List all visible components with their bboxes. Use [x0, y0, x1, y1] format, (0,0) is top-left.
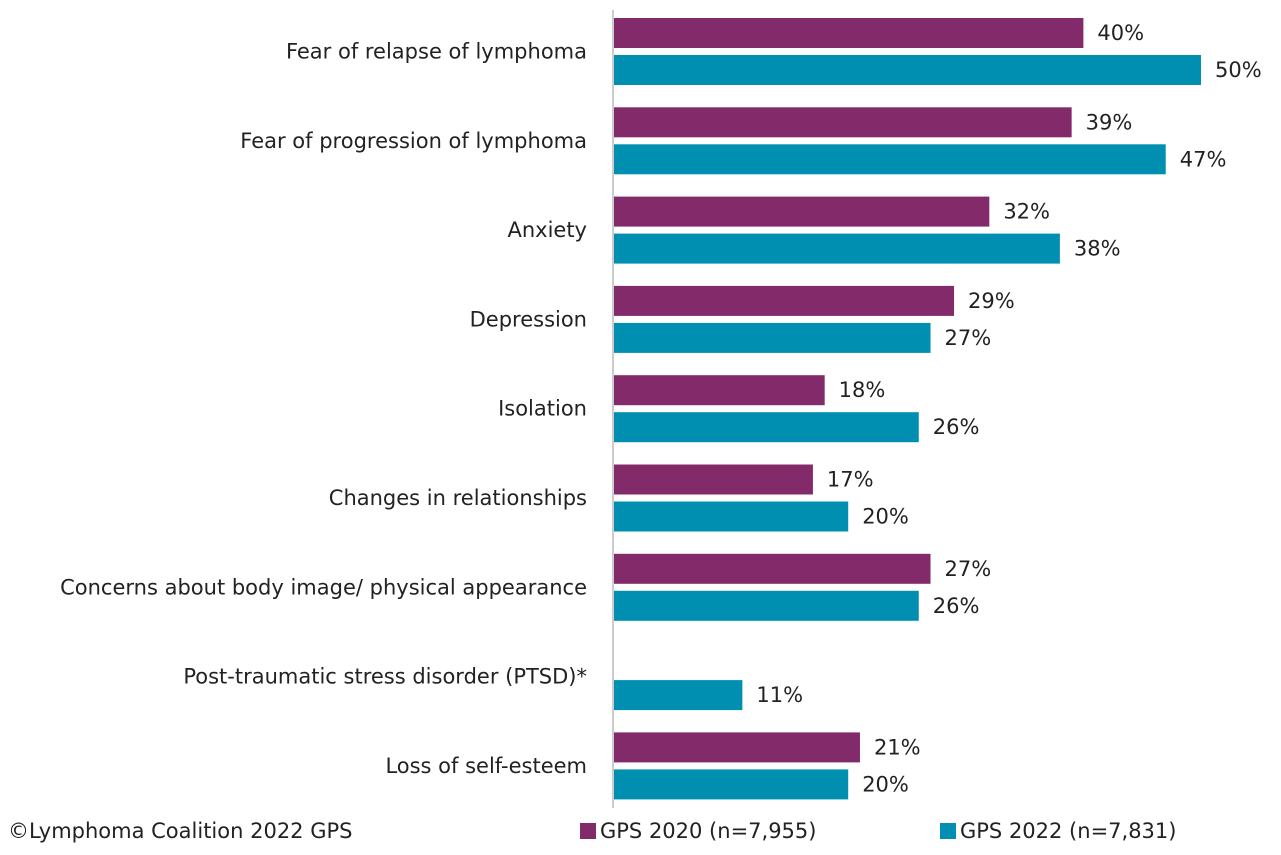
data-label: 17%: [827, 468, 874, 492]
bar: [613, 196, 990, 227]
data-label: 27%: [945, 326, 992, 350]
bar: [613, 55, 1201, 85]
source: ©Lymphoma Coalition 2022 GPS: [8, 819, 352, 843]
bar: [613, 680, 743, 711]
bar: [613, 375, 825, 406]
data-label: 26%: [933, 594, 980, 618]
bar: [613, 107, 1072, 138]
data-label: 11%: [756, 683, 803, 707]
data-label: 40%: [1097, 21, 1144, 45]
data-label: 29%: [968, 289, 1015, 313]
data-label: 32%: [1003, 200, 1050, 224]
data-label: 47%: [1180, 147, 1227, 171]
bar: [613, 590, 919, 621]
category-label: Fear of relapse of lymphoma: [286, 40, 587, 64]
legend-swatch: [580, 823, 596, 839]
data-label: 38%: [1074, 237, 1121, 261]
data-label: 26%: [933, 415, 980, 439]
data-label: 20%: [862, 505, 909, 529]
category-label: Changes in relationships: [329, 486, 587, 510]
bar: [613, 412, 919, 443]
bar: [613, 464, 813, 495]
category-label: Depression: [470, 307, 587, 331]
data-label: 21%: [874, 735, 921, 759]
bar: [613, 285, 955, 316]
legend-swatch: [940, 823, 956, 839]
bar: [613, 322, 931, 353]
bar: [613, 553, 931, 584]
category-label: Concerns about body image/ physical appe…: [60, 575, 587, 599]
bar: [613, 501, 849, 532]
category-label: Isolation: [498, 397, 587, 421]
legend-label: GPS 2020 (n=7,955): [600, 819, 816, 843]
category-label: Post-traumatic stress disorder (PTSD)*: [183, 665, 587, 689]
category-label: Fear of progression of lymphoma: [240, 129, 587, 153]
category-label: Loss of self-esteem: [385, 754, 587, 778]
data-label: 50%: [1215, 58, 1262, 82]
bar: [613, 732, 860, 763]
bar: [613, 233, 1060, 264]
data-label: 18%: [839, 378, 886, 402]
bar: [613, 769, 849, 800]
category-label: Anxiety: [507, 218, 587, 242]
data-label: 20%: [862, 772, 909, 796]
data-label: 39%: [1086, 110, 1133, 134]
bar: [613, 18, 1084, 48]
legend-label: GPS 2022 (n=7,831): [960, 819, 1176, 843]
bar: [613, 144, 1166, 175]
data-label: 27%: [945, 557, 992, 581]
